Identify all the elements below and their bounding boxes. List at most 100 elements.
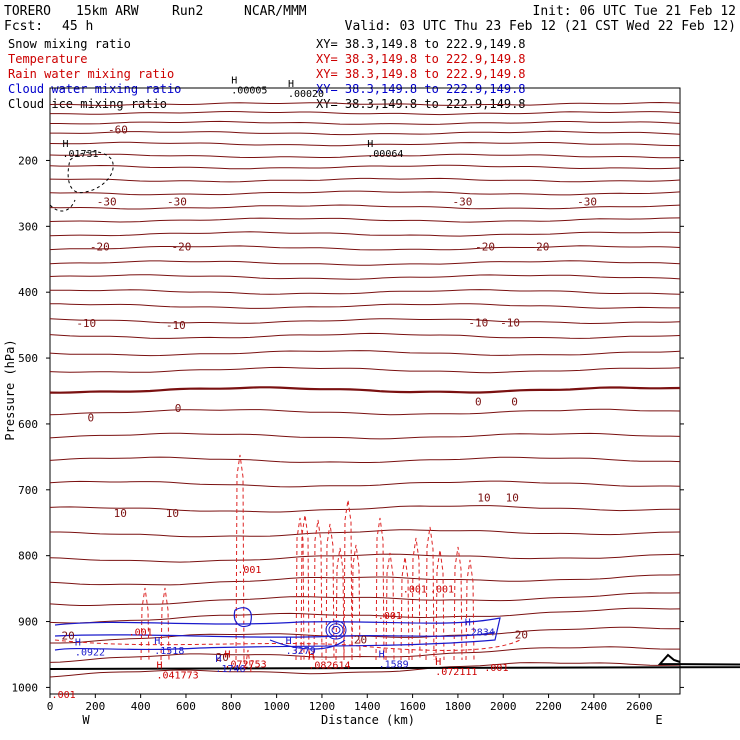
cloud-extremum-marker: H: [379, 649, 385, 660]
isotherm-label: 0: [475, 396, 482, 409]
extremum-marker: H: [367, 139, 373, 150]
rain-contour: [140, 587, 150, 661]
cloud-contour: [233, 607, 252, 628]
isotherm: [49, 505, 680, 513]
y-tick-label: 500: [18, 352, 38, 365]
ground-surface: [49, 653, 740, 670]
y-tick-label: 600: [18, 418, 38, 431]
cloud-extremum-marker: H: [286, 636, 292, 647]
x-axis-label: Distance (km): [321, 713, 415, 727]
rain-contour-label: .001: [430, 585, 454, 596]
isotherm: [49, 204, 681, 210]
rain-contour: [325, 523, 335, 661]
isotherm: [49, 350, 681, 357]
isotherm: [49, 553, 681, 563]
cloud-max-ring: [325, 620, 347, 640]
x-tick-label: 400: [131, 700, 151, 713]
org-label: NCAR/MMM: [244, 4, 307, 19]
init-label: Init: 06 UTC Tue 21 Feb 12: [533, 4, 737, 19]
y-axis-label: Pressure (hPa): [3, 339, 17, 440]
isotherm-label: -10: [76, 317, 96, 330]
ice-contour: [49, 199, 76, 212]
isotherm: [49, 386, 681, 394]
extremum-marker: H: [62, 139, 68, 150]
fcst-hours: 45 h: [62, 19, 93, 34]
isotherm: [49, 289, 681, 295]
isotherm-label: -30: [577, 195, 597, 208]
model-name: TORERO: [4, 4, 51, 19]
snow-contours: [49, 151, 114, 212]
isotherm: [49, 432, 681, 440]
cloud-contour: [269, 639, 346, 650]
x-tick-label: 200: [85, 700, 105, 713]
isotherm-label: 10: [506, 492, 519, 505]
isotherm: [49, 245, 681, 251]
isotherm: [49, 607, 681, 624]
isotherm-label: 0: [87, 411, 94, 424]
x-tick-label: 2200: [535, 700, 562, 713]
isotherm: [49, 662, 681, 678]
isotherm-label: -10: [500, 316, 520, 329]
y-tick-label: 700: [18, 484, 38, 497]
extremum-value: .00064: [367, 149, 403, 160]
rain-contour: [235, 454, 245, 661]
rain-contour-label: .001: [52, 690, 76, 701]
resolution: 15km ARW: [76, 4, 139, 19]
cloud-extremum-marker: H: [215, 654, 221, 665]
field-legend: Snow mixing ratio XY= 38.3,149.8 to 222.9…: [8, 37, 526, 111]
legend-field-xy: XY= 38.3,149.8 to 222.9,149.8: [316, 52, 526, 66]
rain-contour: [243, 649, 253, 673]
isotherm: [49, 332, 681, 339]
isotherm-label: -30: [453, 195, 473, 208]
isotherm: [50, 130, 681, 136]
isotherm: [49, 408, 681, 416]
isotherm: [49, 101, 681, 106]
cloud-max-ring: [331, 625, 341, 635]
y-tick-label: 300: [18, 220, 38, 233]
rain-extremum-marker: H: [308, 651, 314, 662]
rain-extremum-marker: H: [224, 649, 230, 660]
run-label: Run2: [172, 4, 203, 19]
isotherm: [49, 318, 681, 325]
rain-contour-label: .001: [484, 663, 508, 674]
isotherm: [49, 480, 681, 488]
extremum-marker: H: [288, 79, 294, 90]
rain-extremum-value: .072111: [435, 667, 477, 678]
x-tick-label: 600: [176, 700, 196, 713]
west-endpoint: W: [82, 713, 90, 727]
isotherm-label: 20: [216, 651, 229, 664]
x-tick-label: 0: [47, 700, 54, 713]
rain-extremum-value: .041773: [157, 671, 199, 682]
isotherm-label: 20: [62, 629, 75, 642]
isotherm: [49, 260, 681, 266]
x-tick-label: 1000: [263, 700, 290, 713]
rain-contour: [375, 517, 385, 661]
plot-frame: [49, 87, 681, 695]
legend-field-xy: XY= 38.3,149.8 to 222.9,149.8: [316, 97, 526, 111]
cloud-contour: [54, 631, 496, 638]
isotherm-label: -60: [108, 123, 128, 136]
y-tick-label: 1000: [12, 681, 39, 694]
isotherm-label: 10: [114, 507, 127, 520]
fcst-label: Fcst:: [4, 19, 43, 34]
isotherm: [49, 274, 681, 280]
valid-label: Valid: 03 UTC Thu 23 Feb 12 (21 CST Wed …: [345, 19, 736, 34]
rain-contour: [343, 499, 353, 661]
isotherm-label: 20: [515, 629, 528, 642]
isotherm-label: -10: [166, 319, 186, 332]
rain-contour: [313, 519, 323, 661]
cloud-extremum-marker: H: [465, 618, 471, 629]
rain-contour: [335, 547, 345, 661]
x-tick-label: 1600: [399, 700, 426, 713]
rain-contour: [425, 526, 435, 661]
legend-field-name: Cloud ice mixing ratio: [8, 97, 167, 111]
isotherm: [49, 141, 681, 147]
x-tick-label: 1800: [445, 700, 472, 713]
cloud-max-ring: [328, 623, 344, 637]
x-tick-label: 1200: [309, 700, 336, 713]
legend-field-name: Snow mixing ratio: [8, 37, 131, 51]
rain-extremum-value: .072753: [224, 659, 266, 670]
east-endpoint: E: [655, 713, 662, 727]
isotherm-label: -20: [530, 241, 550, 254]
